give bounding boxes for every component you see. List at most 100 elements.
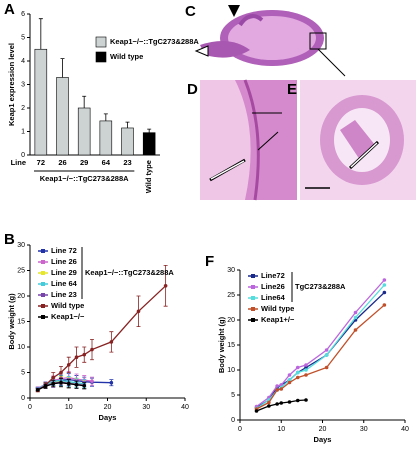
x-axis-label: Days [99,413,117,422]
legend-marker [41,282,45,286]
point [254,409,259,413]
point [275,384,279,388]
x-axis-label: Days [314,435,332,444]
point [275,402,279,406]
point [66,381,71,386]
x-tick-label: 30 [142,404,150,411]
x-tick-label: 29 [80,158,88,167]
point [59,370,63,375]
point [74,382,79,387]
legend-marker [41,315,45,319]
error-bar [125,121,130,135]
legend-label: Keap1−/−::TgC273&288A [110,37,199,46]
x-tick-label: 23 [123,158,131,167]
point [304,373,308,377]
legend-label: Line72 [261,271,285,280]
point [82,383,87,388]
x-tick-label: 0 [238,426,242,433]
y-tick-label: 0 [21,152,25,159]
point [324,348,329,352]
series-line [256,279,385,408]
x-tick-label: 72 [37,158,45,167]
series-line [256,284,385,410]
point [35,388,40,392]
legend-label: Keap1+/− [261,315,295,324]
point [287,378,292,382]
bar [99,120,113,156]
legend-marker [41,249,45,253]
legend-marker [251,285,255,289]
y-tick-label: 4 [21,58,25,65]
point [353,315,358,320]
point [66,363,71,367]
histology-c [194,5,346,77]
panel-letter: F [205,253,214,270]
error-bar [82,346,87,363]
y-tick-label: 2 [21,105,25,112]
error-bar [59,365,63,380]
error-bar [90,338,94,361]
point [304,368,308,372]
x-tick-label: Wild type [144,160,153,193]
y-tick-label: 3 [21,81,25,88]
bar [142,132,156,156]
legend-label: Line26 [261,282,285,291]
x-tick-label: 10 [65,404,73,411]
error-bar [82,95,87,121]
point [287,400,292,404]
point [109,340,114,344]
legend-label: Keap1−/− [51,312,85,321]
point [275,388,279,392]
legend-label: Line 26 [51,257,77,266]
point [295,370,300,375]
legend-marker [41,304,45,308]
y-tick-label: 5 [21,34,25,41]
legend-marker [251,274,255,278]
point [353,328,358,332]
x-tick-label: 20 [104,404,112,411]
point [295,398,300,403]
point [382,290,387,295]
point [74,355,79,360]
y-tick-label: 5 [21,369,25,376]
point [295,375,300,380]
error-bar [66,379,71,389]
legend-label: Line64 [261,293,286,302]
legend-group-label: Keap1−/−::TgC273&288A [85,268,174,277]
legend-label: Line 64 [51,279,78,288]
point [287,373,292,377]
legend-marker [41,271,45,275]
error-bar [51,372,56,384]
point [82,352,87,357]
legend-label: Wild type [261,304,294,313]
x-tick-label: 30 [360,426,368,433]
error-bar [163,265,168,307]
y-tick-label: 20 [227,317,235,324]
point [295,365,300,370]
error-bar [109,331,114,353]
panel-letter: B [4,231,15,248]
x-group-label: Keap1−/−::TgC273&288A [40,174,129,183]
x-tick-label: 20 [319,426,327,433]
y-tick-label: 10 [227,367,235,374]
point [279,401,284,405]
y-tick-label: 10 [17,344,25,351]
point [43,384,48,389]
point [287,380,292,385]
legend-label: Line 72 [51,246,77,255]
x-tick-label: 10 [277,426,285,433]
point [304,365,308,370]
legend-swatch [95,36,107,48]
legend-label: Line 23 [51,290,77,299]
legend-label: Wild type [51,301,84,310]
point [304,398,308,402]
y-axis-label: Body weight (g) [7,293,16,350]
point [51,375,56,380]
error-bar [103,113,108,129]
panel-letter: D [187,81,198,98]
legend-marker [251,307,255,311]
panel-letter: C [185,3,196,20]
error-bar [136,295,141,327]
y-axis-label: Keap1 expression level [7,43,16,126]
x-axis-label: Line [11,158,26,167]
